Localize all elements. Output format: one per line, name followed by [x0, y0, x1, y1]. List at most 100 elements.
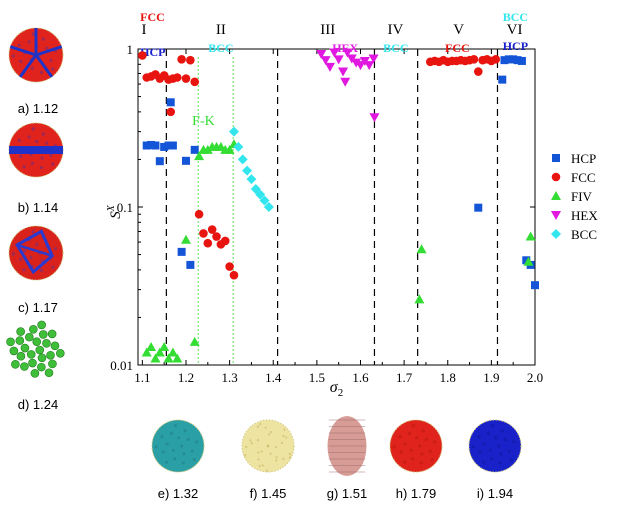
data-point-hcp [151, 141, 160, 150]
thumbnail-3 [6, 320, 65, 378]
thumbnail-label: g) 1.51 [327, 486, 367, 501]
particle-dot [265, 469, 269, 472]
data-point-fiv [525, 231, 536, 241]
particle-atom [186, 437, 190, 442]
region-phase-label: BCC [383, 41, 408, 55]
data-point-fcc [207, 225, 217, 234]
particle-atom [27, 135, 31, 139]
data-point-hcp [190, 145, 199, 154]
particle-dot [285, 436, 288, 439]
legend-marker-hex [551, 211, 561, 220]
y-tick-label: 0.01 [110, 358, 133, 373]
particle-atom [398, 435, 402, 439]
y-tick-label: 1 [127, 42, 134, 57]
x-tick-label: 2.0 [527, 370, 543, 385]
thumbnail-bottom-3 [389, 419, 443, 473]
data-point-fiv [163, 353, 174, 363]
region-phase-label: FCC [445, 41, 470, 55]
particle-atom [477, 435, 481, 439]
particle-atom [30, 66, 35, 70]
particle-atom [31, 127, 35, 131]
data-point-bcc [242, 165, 253, 176]
particle-atom [419, 461, 423, 465]
data-point-fiv [180, 234, 191, 244]
particle-atom [415, 436, 419, 440]
particle-atom [30, 369, 40, 378]
particle-atom [192, 458, 196, 462]
x-axis-label-main: σ [330, 379, 339, 396]
particle-atom [46, 351, 55, 360]
particle-atom [407, 431, 412, 435]
particle-atom [482, 442, 486, 446]
particle-atom [500, 429, 504, 433]
particle-atom [498, 461, 502, 465]
data-point-fcc [469, 55, 479, 64]
x-tick-label: 1.2 [178, 370, 194, 385]
x-axis-label: σ2 [330, 379, 343, 399]
particle-atom [30, 161, 35, 165]
thumbnail-label: i) 1.94 [477, 486, 513, 501]
region-roman-label: V [453, 22, 464, 38]
thumbnail-label: d) 1.24 [18, 397, 58, 412]
data-point-fcc [220, 236, 230, 246]
particle-atom [37, 320, 46, 330]
region-roman-label: I [141, 22, 146, 38]
particle-atom [35, 345, 45, 355]
thumbnail-label: f) 1.45 [250, 486, 287, 501]
particle-atom [497, 444, 501, 448]
series-bcc [228, 126, 274, 212]
particle-atom [418, 444, 422, 448]
particle-dot [258, 422, 262, 426]
particle-dot [269, 452, 272, 456]
data-point-fiv [414, 294, 425, 304]
particle-atom [409, 448, 413, 452]
particle-atom [41, 132, 46, 136]
data-point-fcc [172, 73, 182, 82]
particle-atom [503, 437, 507, 442]
legend-label: HCP [571, 151, 596, 166]
thumbnail-1 [8, 122, 64, 178]
data-point-fiv [202, 144, 213, 154]
particle-dot [274, 459, 278, 462]
particle-atom [18, 59, 23, 63]
legend-label: FIV [571, 189, 593, 204]
thumbnail-label: c) 1.17 [18, 300, 58, 315]
particle-atom [17, 43, 22, 48]
data-point-fcc [181, 74, 191, 83]
particle-atom [20, 362, 29, 371]
x-tick-label: 1.6 [352, 370, 369, 385]
particle-atom [39, 165, 44, 170]
thumbnail-bottom-1 [241, 419, 295, 473]
particle-atom [22, 268, 26, 272]
region-phase-label: HCP [503, 39, 528, 53]
particle-atom [50, 341, 60, 351]
data-point-hcp [155, 157, 164, 166]
legend-marker-fiv [551, 191, 561, 200]
y-axis-label-superscript: X [106, 204, 117, 212]
particle-dot [258, 464, 261, 468]
thumbnail-label: h) 1.79 [396, 486, 436, 501]
particle-atom [15, 336, 25, 345]
region-phase-label: BCC [503, 10, 528, 24]
particle-atom [490, 424, 494, 428]
legend-label: BCC [571, 227, 597, 242]
particle-dot [261, 464, 264, 467]
particle-atom [392, 445, 396, 449]
data-point-bcc [237, 154, 248, 165]
series-fcc [138, 51, 501, 280]
data-point-fcc [203, 238, 213, 248]
particle-atom [9, 346, 19, 356]
particle-atom [424, 437, 428, 442]
particle-atom [180, 444, 184, 448]
particle-atom [28, 358, 37, 368]
data-point-fiv [416, 244, 427, 254]
particle-dot [288, 456, 292, 459]
particle-atom [16, 327, 25, 336]
particle-atom [11, 252, 15, 256]
data-point-hcp [513, 56, 522, 65]
data-point-fcc [229, 270, 239, 280]
particle-atom [164, 460, 169, 464]
data-point-hcp [166, 98, 175, 107]
particle-atom [37, 362, 46, 372]
